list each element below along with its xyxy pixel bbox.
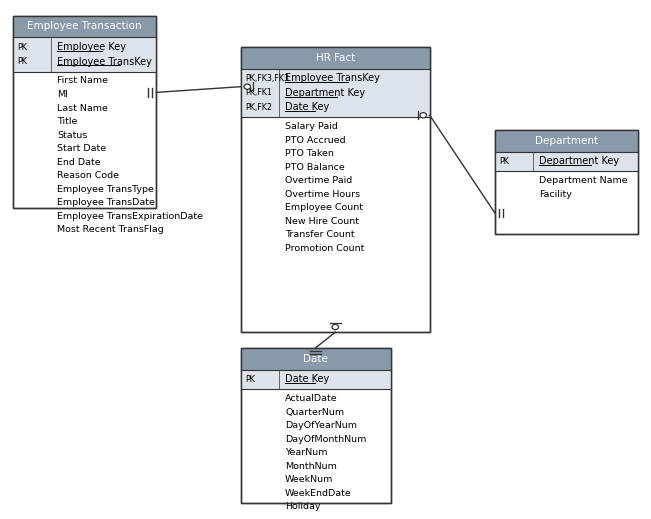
Bar [241, 47, 430, 69]
Text: End Date: End Date [57, 158, 101, 167]
Text: Department Key: Department Key [285, 88, 365, 98]
Bar [495, 130, 638, 234]
Text: Start Date: Start Date [57, 144, 106, 153]
Text: Holiday: Holiday [285, 502, 321, 511]
Bar [13, 16, 156, 37]
Text: PK,FK2: PK,FK2 [245, 103, 272, 112]
Circle shape [244, 84, 251, 89]
Text: PTO Accrued: PTO Accrued [285, 135, 346, 145]
Text: Department Key: Department Key [539, 156, 619, 167]
Circle shape [420, 113, 426, 118]
Bar [13, 16, 156, 208]
Text: PK,FK3,FK3: PK,FK3,FK3 [245, 74, 289, 83]
Text: Last Name: Last Name [57, 103, 108, 113]
Bar [13, 16, 156, 208]
Text: PK: PK [245, 375, 255, 384]
Text: Employee TransType: Employee TransType [57, 185, 154, 194]
Text: PTO Taken: PTO Taken [285, 149, 334, 158]
Text: HR Fact: HR Fact [316, 52, 355, 63]
Bar [495, 130, 638, 234]
Text: DayOfYearNum: DayOfYearNum [285, 421, 357, 430]
Bar [241, 47, 430, 332]
Text: Status: Status [57, 131, 88, 140]
Bar [241, 370, 391, 389]
Bar [241, 348, 391, 503]
Text: PK: PK [499, 157, 509, 166]
Circle shape [332, 324, 339, 330]
Bar [241, 69, 430, 117]
Bar [495, 152, 638, 171]
Text: PK: PK [18, 43, 27, 52]
Text: PK,FK1: PK,FK1 [245, 88, 272, 98]
Text: WeekEndDate: WeekEndDate [285, 489, 352, 498]
Text: WeekNum: WeekNum [285, 475, 333, 484]
Text: Employee TransDate: Employee TransDate [57, 198, 155, 207]
Bar [241, 348, 391, 503]
Text: Reason Code: Reason Code [57, 171, 119, 180]
Text: Employee Transaction: Employee Transaction [27, 21, 142, 32]
Text: QuarterNum: QuarterNum [285, 407, 344, 417]
Text: Department Name: Department Name [539, 176, 628, 185]
Text: New Hire Count: New Hire Count [285, 217, 359, 226]
Text: DayOfMonthNum: DayOfMonthNum [285, 434, 367, 444]
Bar [13, 37, 156, 72]
Text: Date Key: Date Key [285, 102, 329, 113]
Text: First Name: First Name [57, 76, 108, 86]
Text: Department: Department [535, 135, 598, 146]
Text: Employee TransKey: Employee TransKey [285, 73, 380, 84]
Text: Employee TransExpirationDate: Employee TransExpirationDate [57, 212, 203, 221]
Text: MonthNum: MonthNum [285, 462, 337, 471]
Text: PTO Balance: PTO Balance [285, 162, 345, 172]
Text: Facility: Facility [539, 189, 572, 199]
Text: Promotion Count: Promotion Count [285, 244, 365, 253]
Text: Overtime Paid: Overtime Paid [285, 176, 352, 185]
Text: ActualDate: ActualDate [285, 394, 338, 403]
Text: Employee Key: Employee Key [57, 42, 126, 52]
Text: YearNum: YearNum [285, 448, 327, 457]
Text: Salary Paid: Salary Paid [285, 122, 338, 131]
Text: Transfer Count: Transfer Count [285, 230, 355, 239]
Text: Date Key: Date Key [285, 374, 329, 385]
Text: Employee TransKey: Employee TransKey [57, 57, 152, 67]
Text: Most Recent TransFlag: Most Recent TransFlag [57, 225, 164, 234]
Bar [241, 348, 391, 370]
Text: Date: Date [303, 353, 328, 364]
Text: MI: MI [57, 90, 68, 99]
Text: PK: PK [18, 57, 27, 66]
Bar [241, 47, 430, 332]
Text: Title: Title [57, 117, 77, 126]
Bar [495, 130, 638, 152]
Text: Employee Count: Employee Count [285, 203, 363, 212]
Text: Overtime Hours: Overtime Hours [285, 190, 360, 199]
